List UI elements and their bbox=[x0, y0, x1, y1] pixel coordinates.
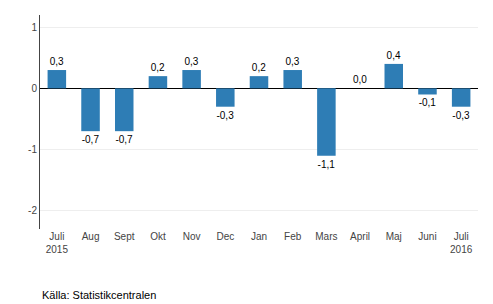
svg-text:0,0: 0,0 bbox=[353, 74, 367, 85]
svg-text:April: April bbox=[350, 231, 370, 242]
svg-text:0,3: 0,3 bbox=[50, 56, 64, 67]
svg-text:0,2: 0,2 bbox=[151, 62, 165, 73]
svg-text:0,3: 0,3 bbox=[286, 56, 300, 67]
svg-text:Maj: Maj bbox=[386, 231, 402, 242]
svg-text:Feb: Feb bbox=[284, 231, 302, 242]
svg-text:0: 0 bbox=[31, 83, 37, 94]
svg-text:0,3: 0,3 bbox=[184, 56, 198, 67]
svg-text:0,4: 0,4 bbox=[387, 50, 401, 61]
svg-text:Juli2015: Juli2015 bbox=[46, 231, 69, 255]
svg-text:-0,7: -0,7 bbox=[115, 134, 133, 145]
svg-text:Nov: Nov bbox=[183, 231, 201, 242]
svg-text:Mars: Mars bbox=[315, 231, 337, 242]
svg-text:Okt: Okt bbox=[150, 231, 166, 242]
svg-text:0,2: 0,2 bbox=[252, 62, 266, 73]
svg-text:Jan: Jan bbox=[251, 231, 267, 242]
svg-text:-1: -1 bbox=[28, 144, 37, 155]
svg-text:1: 1 bbox=[31, 22, 37, 33]
svg-text:-1,1: -1,1 bbox=[318, 159, 336, 170]
svg-text:-0,1: -0,1 bbox=[419, 97, 437, 108]
svg-text:-0,7: -0,7 bbox=[82, 134, 100, 145]
svg-text:-0,3: -0,3 bbox=[216, 110, 234, 121]
svg-text:Juli2016: Juli2016 bbox=[450, 231, 473, 255]
svg-text:Aug: Aug bbox=[82, 231, 100, 242]
svg-text:Källa: Statistikcentralen: Källa: Statistikcentralen bbox=[42, 289, 156, 301]
svg-text:Juni: Juni bbox=[418, 231, 436, 242]
svg-text:Dec: Dec bbox=[216, 231, 234, 242]
svg-text:-0,3: -0,3 bbox=[452, 110, 470, 121]
svg-text:-2: -2 bbox=[28, 205, 37, 216]
svg-text:Sept: Sept bbox=[114, 231, 135, 242]
